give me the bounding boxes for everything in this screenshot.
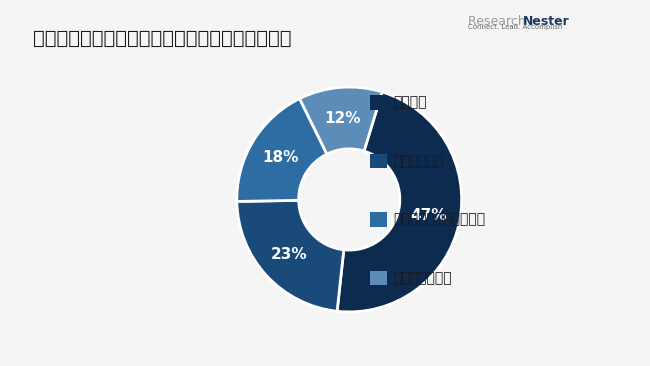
Text: 高周波熱アブレーション: 高周波熱アブレーション <box>393 213 486 227</box>
Text: 47%: 47% <box>410 208 447 223</box>
Wedge shape <box>300 87 382 154</box>
Wedge shape <box>337 92 462 312</box>
Wedge shape <box>237 98 327 201</box>
Text: 23%: 23% <box>271 247 307 262</box>
Text: 診断手順: 診断手順 <box>393 96 427 109</box>
Text: Research: Research <box>468 15 530 28</box>
Text: 12%: 12% <box>324 111 361 126</box>
Text: ヘッジホッグ経路阻害剤市場ー適応症による分類: ヘッジホッグ経路阻害剤市場ー適応症による分類 <box>32 29 291 48</box>
Text: 噴門形成手順: 噴門形成手順 <box>393 154 443 168</box>
Wedge shape <box>237 200 344 311</box>
Text: 18%: 18% <box>262 150 298 165</box>
Text: Nester: Nester <box>523 15 570 28</box>
Text: Connect. Lead. Accomplish: Connect. Lead. Accomplish <box>468 24 562 30</box>
Text: 磁気括約筋増強: 磁気括約筋増強 <box>393 271 452 285</box>
